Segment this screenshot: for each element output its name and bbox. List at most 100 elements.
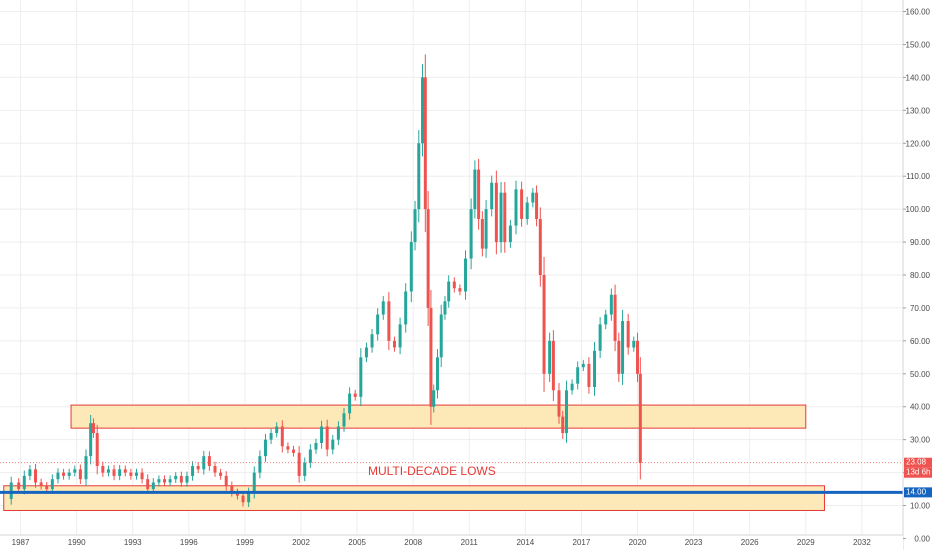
candle-body (632, 340, 636, 348)
candle-body (480, 219, 484, 249)
hline-price-badge: 14.00 (906, 487, 927, 496)
candle-body (336, 426, 340, 440)
y-tick-label: 10.00 (910, 502, 931, 511)
candle-body (84, 456, 88, 480)
grid (0, 0, 903, 550)
candle-body (258, 456, 262, 473)
candle-body (503, 192, 507, 243)
y-tick-label: 30.00 (910, 436, 931, 445)
candle-body (89, 423, 93, 457)
x-tick-label: 1996 (180, 538, 198, 547)
time-axis[interactable]: 1987 1990 1993 1996 1999 2002 2005 2008 2011 2014… (0, 534, 903, 550)
candle-body (499, 192, 503, 243)
candle-body (458, 288, 462, 292)
candle-body (404, 291, 408, 325)
candle-body (129, 472, 133, 476)
candle-body (508, 225, 512, 243)
candle-body (423, 77, 427, 210)
x-tick-label: 2011 (461, 538, 479, 547)
candle-body (387, 301, 391, 341)
x-tick-label: 2032 (853, 538, 871, 547)
time-axis-background (0, 535, 903, 550)
x-tick-label: 1990 (68, 538, 86, 547)
candle-body (331, 439, 335, 450)
candle-body (191, 466, 195, 476)
y-tick-label: 130.00 (906, 106, 931, 115)
candle-body (118, 469, 122, 476)
candle-body (185, 475, 189, 483)
candle-body (581, 363, 585, 368)
candle-body (168, 479, 172, 483)
x-tick-label: 2014 (516, 538, 534, 547)
candle-body (421, 77, 425, 144)
candle-body (564, 390, 568, 434)
x-tick-label: 2017 (573, 538, 591, 547)
candle-body (297, 452, 301, 476)
candle-body (353, 393, 357, 397)
candle-body (101, 466, 105, 473)
x-tick-label: 1993 (124, 538, 142, 547)
candle-body (531, 192, 535, 203)
candle-body (342, 413, 346, 427)
candle-body (106, 469, 110, 473)
candle-body (247, 492, 251, 503)
candle-body (241, 495, 245, 503)
x-tick-label: 1999 (236, 538, 254, 547)
candle-body (494, 182, 498, 243)
candle-body (538, 219, 542, 275)
candle-body (275, 426, 279, 434)
candle-body (626, 321, 630, 348)
support-zones (3, 404, 825, 511)
candle-body (432, 390, 436, 407)
candle-body (112, 469, 116, 476)
candle-body (196, 466, 200, 470)
candles (9, 54, 642, 508)
candle-body (613, 294, 617, 341)
candle-body (587, 363, 591, 387)
y-tick-label: 140.00 (906, 73, 931, 82)
candle-body (473, 169, 477, 210)
candle-body (123, 469, 127, 473)
candle-body (263, 439, 267, 457)
y-tick-label: 60.00 (910, 337, 931, 346)
candle-body (314, 442, 318, 450)
candle-body (224, 475, 228, 486)
candle-body (447, 281, 451, 302)
candle-body (392, 340, 396, 348)
candle-body (308, 449, 312, 463)
candle-body (429, 307, 433, 407)
candle-body (280, 426, 284, 447)
candle-body (551, 340, 555, 391)
candle-body (157, 479, 161, 483)
y-tick-label: 0.00 (914, 534, 930, 543)
candle-body (45, 485, 49, 490)
candle-body (292, 449, 296, 453)
candle-body (348, 393, 352, 414)
candle-body (621, 321, 625, 374)
candle-body (73, 469, 77, 473)
candle-body (39, 482, 43, 486)
candle-body (67, 472, 71, 476)
candle-body (370, 334, 374, 348)
candle-body (477, 169, 481, 220)
candle-body (50, 479, 54, 490)
candle-body (576, 367, 580, 384)
candle-body (202, 456, 206, 470)
candle-body (17, 482, 21, 490)
candle-body (409, 242, 413, 292)
candle-body (435, 357, 439, 391)
candle-body (464, 258, 468, 292)
candle-body (604, 314, 608, 325)
candle-body (469, 209, 473, 259)
candle-body (636, 340, 640, 374)
candle-body (91, 423, 95, 434)
candle-body (219, 472, 223, 476)
candle-body (443, 301, 447, 315)
candle-body (174, 475, 178, 480)
y-tick-label: 50.00 (910, 370, 931, 379)
candle-body (34, 469, 38, 483)
candle-body (359, 357, 363, 397)
candle-body (413, 209, 417, 243)
